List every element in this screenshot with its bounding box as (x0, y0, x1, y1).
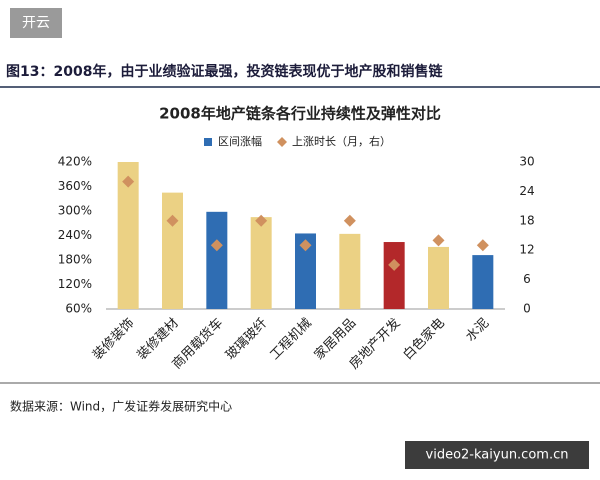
bar (117, 162, 139, 309)
badge: 开云 (22, 15, 50, 31)
point (166, 214, 179, 227)
point (432, 234, 445, 247)
y-tick-label: 120% (58, 277, 92, 291)
legend-swatch (204, 138, 212, 146)
bar (428, 246, 449, 309)
legend-label: 上涨时长（月，右） (292, 134, 391, 148)
bar (295, 233, 316, 309)
y2-tick-label: 30 (519, 155, 534, 169)
point (255, 214, 268, 227)
watermark: video2-kaiyun.com.cn (426, 448, 569, 463)
caption: 图13：2008年，由于业绩验证最强，投资链表现优于地产股和销售链 (6, 63, 443, 80)
bar (162, 192, 183, 309)
point (476, 239, 489, 252)
y2-tick-label: 12 (519, 243, 534, 257)
source: 数据来源：Wind，广发证券发展研究中心 (10, 399, 232, 414)
point (122, 175, 135, 188)
point (299, 239, 312, 252)
y-tick-label: 240% (58, 228, 92, 242)
bar (472, 255, 494, 309)
bar (250, 217, 272, 309)
y-tick-label: 300% (58, 204, 92, 218)
chart-title: 2008年地产链条各行业持续性及弹性对比 (159, 105, 441, 123)
y-tick-label: 180% (58, 253, 92, 267)
point (343, 214, 356, 227)
watermark-box (405, 441, 589, 469)
y2-tick-label: 24 (519, 184, 534, 198)
legend-label: 区间涨幅 (218, 135, 262, 148)
y2-tick-label: 18 (519, 213, 534, 227)
y2-tick-label: 0 (523, 302, 531, 316)
point (388, 258, 401, 271)
y-tick-label: 360% (58, 179, 92, 193)
badge-box (10, 8, 62, 38)
y-tick-label: 60% (65, 302, 92, 316)
point (210, 239, 223, 252)
bar (383, 242, 405, 309)
bar (339, 233, 361, 309)
bar (206, 211, 228, 309)
y2-tick-label: 6 (523, 272, 531, 286)
y-tick-label: 420% (58, 155, 92, 169)
legend-swatch (277, 137, 287, 147)
